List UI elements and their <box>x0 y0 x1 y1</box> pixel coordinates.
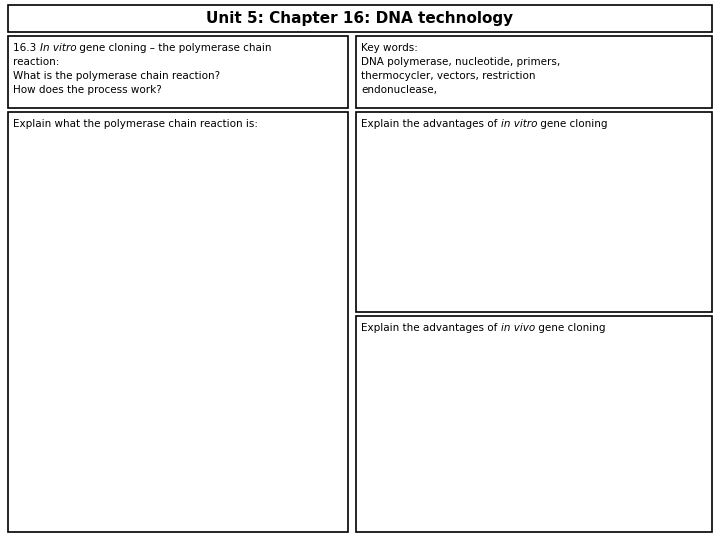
Text: Unit 5: Chapter 16: DNA technology: Unit 5: Chapter 16: DNA technology <box>207 11 513 26</box>
FancyBboxPatch shape <box>8 112 348 532</box>
Text: How does the process work?: How does the process work? <box>13 85 162 95</box>
FancyBboxPatch shape <box>356 112 712 312</box>
Text: Explain the advantages of: Explain the advantages of <box>361 323 500 333</box>
Text: in vitro: in vitro <box>500 119 537 129</box>
FancyBboxPatch shape <box>8 36 348 108</box>
Text: Explain what the polymerase chain reaction is:: Explain what the polymerase chain reacti… <box>13 119 258 129</box>
Text: Explain the advantages of: Explain the advantages of <box>361 119 500 129</box>
Text: gene cloning – the polymerase chain: gene cloning – the polymerase chain <box>76 43 271 53</box>
FancyBboxPatch shape <box>356 316 712 532</box>
Text: Key words:: Key words: <box>361 43 418 53</box>
Text: reaction:: reaction: <box>13 57 59 67</box>
Text: endonuclease,: endonuclease, <box>361 85 437 95</box>
Text: gene cloning: gene cloning <box>537 119 608 129</box>
Text: gene cloning: gene cloning <box>535 323 606 333</box>
Text: What is the polymerase chain reaction?: What is the polymerase chain reaction? <box>13 71 220 81</box>
Text: In vitro: In vitro <box>40 43 76 53</box>
Text: thermocycler, vectors, restriction: thermocycler, vectors, restriction <box>361 71 536 81</box>
Text: 16.3: 16.3 <box>13 43 40 53</box>
FancyBboxPatch shape <box>8 5 712 32</box>
FancyBboxPatch shape <box>356 36 712 108</box>
Text: DNA polymerase, nucleotide, primers,: DNA polymerase, nucleotide, primers, <box>361 57 560 67</box>
Text: in vivo: in vivo <box>500 323 535 333</box>
